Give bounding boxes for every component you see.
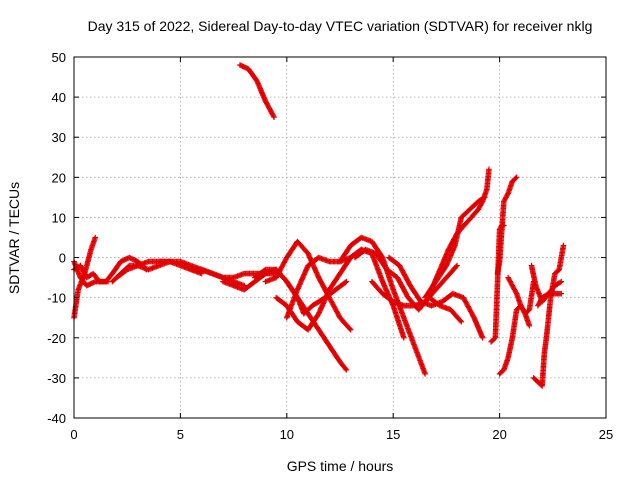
data-point <box>526 322 533 329</box>
data-point <box>486 166 492 173</box>
series-arc-u <box>488 222 507 345</box>
data-point <box>512 175 519 182</box>
y-tick-label: 40 <box>52 90 66 105</box>
data-point <box>457 317 464 324</box>
data-point <box>271 114 277 120</box>
data-point <box>513 174 520 181</box>
grid-layer <box>74 57 606 418</box>
data-point <box>342 365 349 372</box>
data-point <box>479 334 486 341</box>
data-point <box>422 371 428 377</box>
data-point <box>346 325 353 332</box>
axis-ticks: 0 5 10 15 20 25 -40 -30 -20 -10 0 10 20 30 40 50 <box>47 50 613 442</box>
series-arc-r <box>369 262 460 309</box>
data-point <box>401 334 407 341</box>
data-point <box>343 367 350 373</box>
y-tick-label: 50 <box>52 50 66 65</box>
chart-title: Day 315 of 2022, Sidereal Day-to-day VTE… <box>88 18 593 34</box>
y-tick-label: -40 <box>47 411 66 426</box>
data-point <box>347 326 354 333</box>
series-arc-t <box>428 166 492 293</box>
x-axis-label: GPS time / hours <box>287 458 394 474</box>
data-point <box>470 313 477 320</box>
x-tick-label: 15 <box>386 427 400 442</box>
plot-frame <box>73 56 607 419</box>
data-point <box>458 318 465 325</box>
data-point <box>453 263 459 270</box>
plot-area <box>71 62 567 389</box>
series-arc-c <box>71 262 111 285</box>
data-point <box>342 279 349 286</box>
series-arc-v <box>494 174 520 277</box>
series-arc-aa <box>535 290 565 309</box>
x-tick-label: 0 <box>70 427 77 442</box>
data-point <box>92 234 99 241</box>
y-axis-label: SDTVAR / TECUs <box>6 182 22 294</box>
x-tick-label: 25 <box>599 427 613 442</box>
data-point <box>270 113 277 119</box>
data-point <box>454 262 460 269</box>
y-tick-label: -30 <box>47 371 66 386</box>
y-tick-label: 20 <box>52 170 66 185</box>
y-tick-label: -20 <box>47 331 66 346</box>
series-arc-j <box>237 62 277 120</box>
series-arc-x <box>505 274 537 317</box>
y-tick-label: 30 <box>52 130 66 145</box>
y-tick-label: 10 <box>52 210 66 225</box>
x-tick-label: 5 <box>177 427 184 442</box>
series-arc-q <box>386 254 486 341</box>
data-point <box>560 242 567 249</box>
data-point <box>343 278 350 285</box>
data-point <box>558 290 565 297</box>
y-tick-label: -10 <box>47 291 66 306</box>
x-tick-label: 20 <box>492 427 506 442</box>
data-point <box>558 278 565 285</box>
x-tick-label: 10 <box>280 427 294 442</box>
series-arc-y <box>530 242 567 389</box>
y-tick-label: 0 <box>59 251 66 266</box>
